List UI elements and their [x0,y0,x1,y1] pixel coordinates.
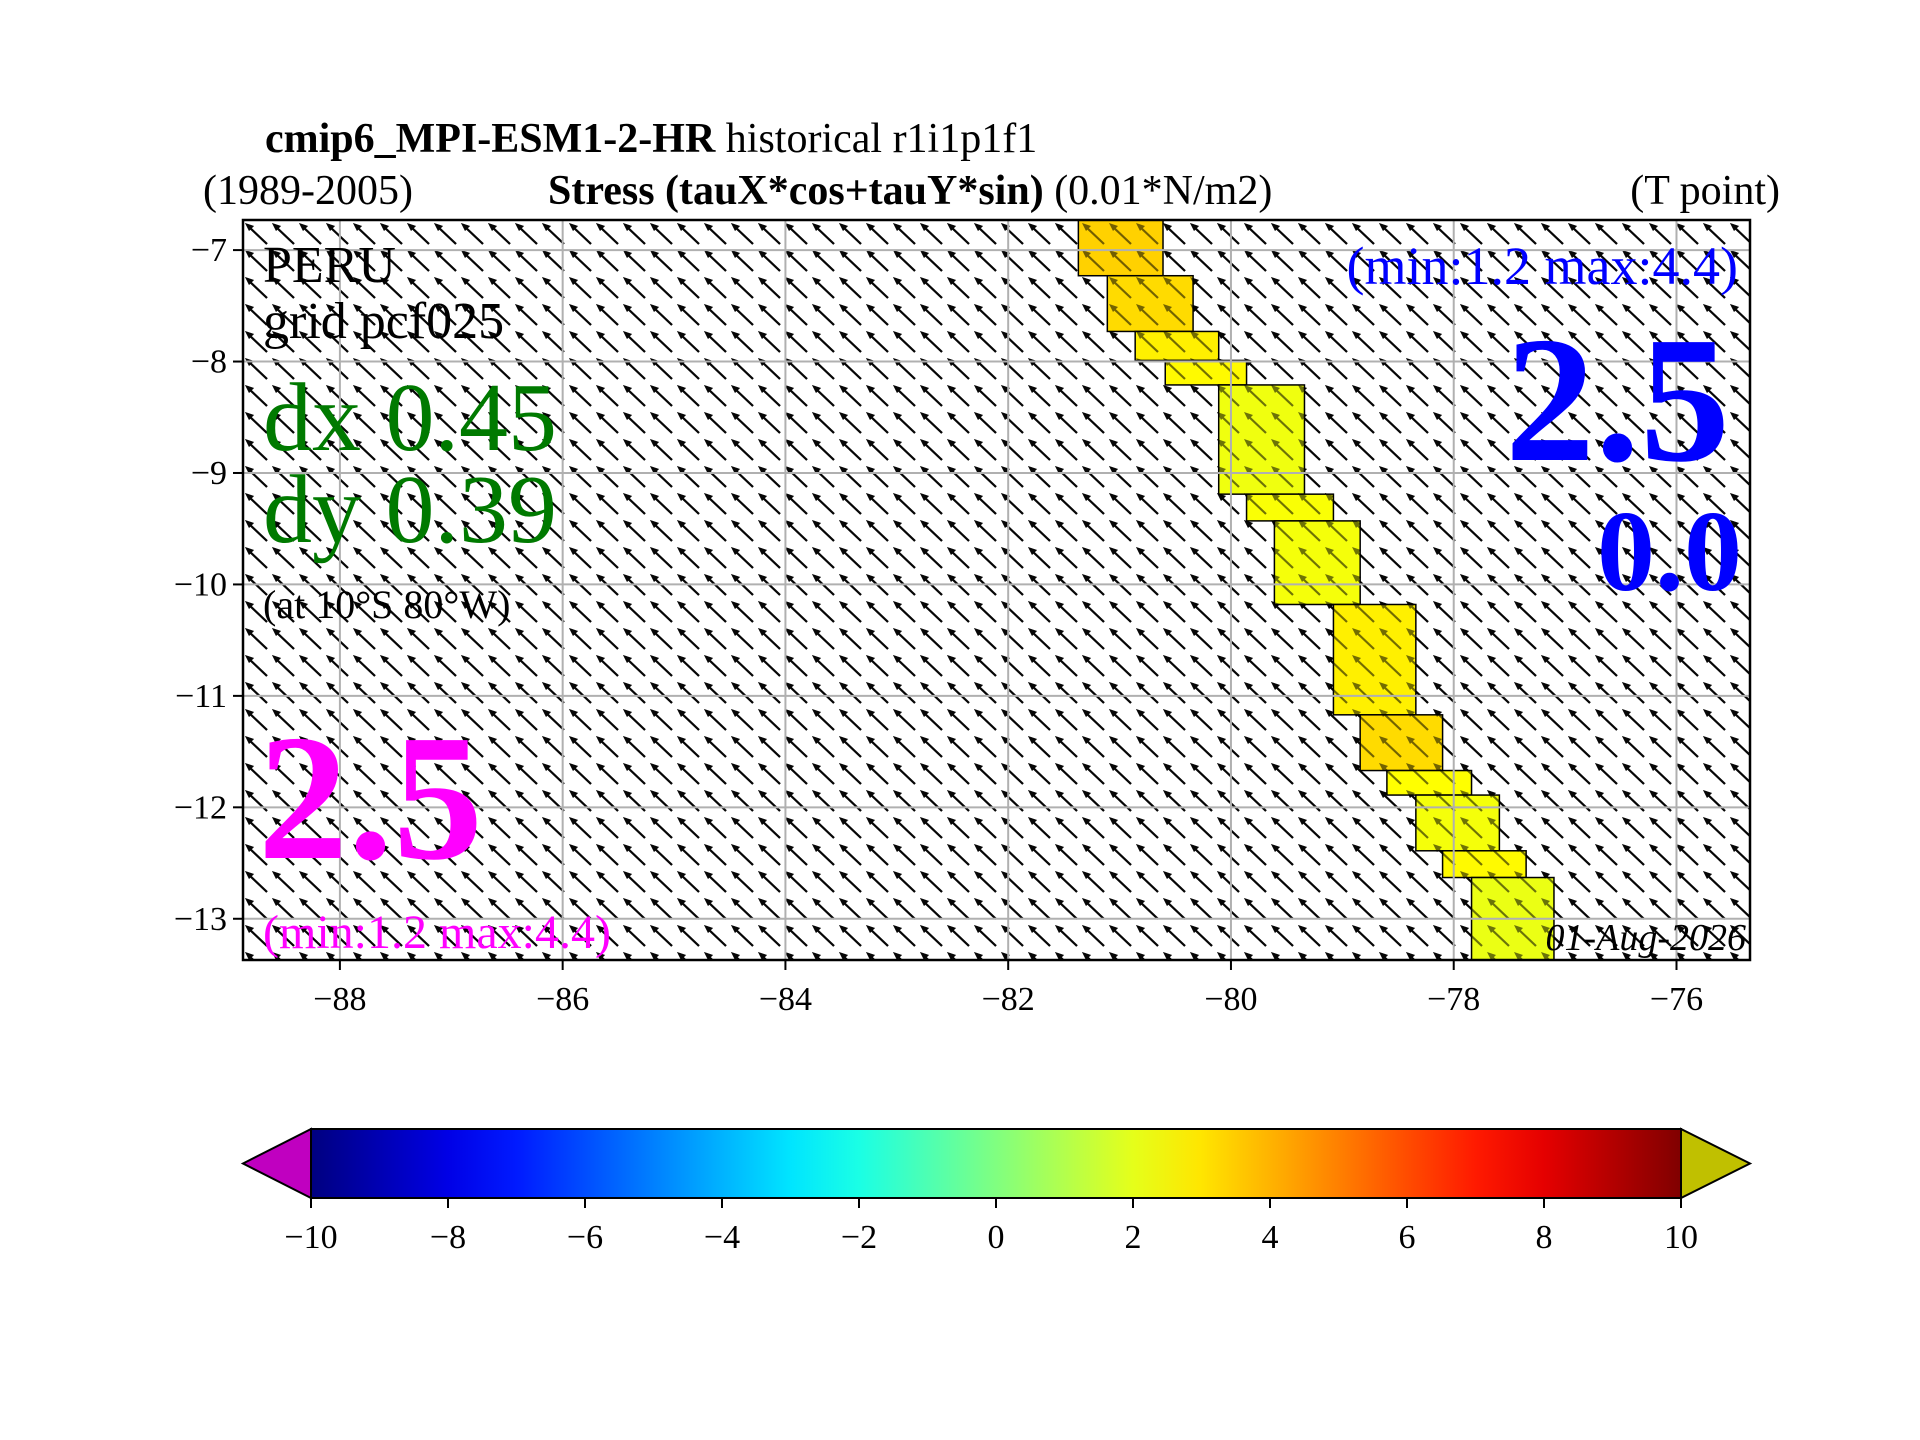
dx: dx 0.45 [263,364,557,472]
y-tick-label: −10 [174,566,227,603]
colorbar-tick-label: −2 [841,1219,877,1256]
y-tick-label: −11 [175,678,227,715]
x-tick-label: −82 [982,981,1035,1018]
y-tick-label: −7 [191,232,227,269]
x-tick-label: −86 [536,981,589,1018]
value-right: 0.0 [1597,488,1742,616]
colorbar-tick-label: −8 [430,1219,466,1256]
minmax-right: (min:1.2 max:4.4) [1347,236,1738,296]
colorbar-tick-label: 0 [988,1219,1005,1256]
x-tick-label: −76 [1650,981,1703,1018]
mean-left: 2.5 [258,698,483,897]
y-tick-label: −13 [174,901,227,938]
colorbar-tick-label: −10 [284,1219,337,1256]
location: (at 10°S 80°W) [263,582,511,627]
x-tick-label: −88 [313,981,366,1018]
colorbar-tick-label: 6 [1399,1219,1416,1256]
experiment: historical r1i1p1f1 [726,116,1037,162]
colorbar-tick-label: 10 [1664,1219,1698,1256]
grid-name: grid pcf025 [263,293,504,350]
colorbar-tick-label: 4 [1262,1219,1279,1256]
plot-area [243,220,1750,960]
y-tick-label: −8 [191,344,227,381]
colorbar-tick-label: −6 [567,1219,603,1256]
y-tick-label: −12 [174,789,227,826]
x-tick-label: −78 [1427,981,1480,1018]
units: (0.01*N/m2) [1054,168,1272,214]
x-tick-label: −84 [759,981,812,1018]
x-tick-label: −80 [1204,981,1257,1018]
y-tick-label: −9 [191,455,227,492]
date: 01-Aug-2026 [1545,917,1746,959]
dy: dy 0.39 [263,456,557,564]
colorbar-tick-label: 8 [1536,1219,1553,1256]
colorbar: −10 −8 −6 −4 −2 0 2 4 6 8 10 [240,1127,1753,1256]
region: PERU [263,237,396,294]
period: (1989-2005) [203,168,413,214]
colorbar-scale [310,1128,1682,1199]
minmax-left: (min:1.2 max:4.4) [263,906,611,959]
colorbar-tick-label: 2 [1125,1219,1142,1256]
model-name: cmip6_MPI-ESM1-2-HR [265,116,716,162]
title-line-1: cmip6_MPI-ESM1-2-HR historical r1i1p1f1 [265,116,1037,162]
variable: Stress (tauX*cos+tauY*sin) [548,168,1044,214]
colorbar-tick-label: −4 [704,1219,740,1256]
title-line-2: Stress (tauX*cos+tauY*sin) (0.01*N/m2) [548,168,1272,214]
point-type: (T point) [1630,168,1780,214]
mean-right: 2.5 [1505,300,1730,499]
vector-field [243,220,1750,960]
plot-frame [241,218,1752,962]
